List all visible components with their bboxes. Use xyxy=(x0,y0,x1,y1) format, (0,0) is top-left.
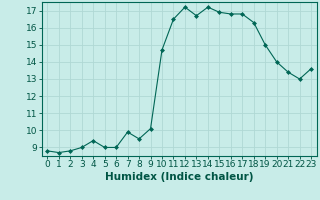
X-axis label: Humidex (Indice chaleur): Humidex (Indice chaleur) xyxy=(105,172,253,182)
